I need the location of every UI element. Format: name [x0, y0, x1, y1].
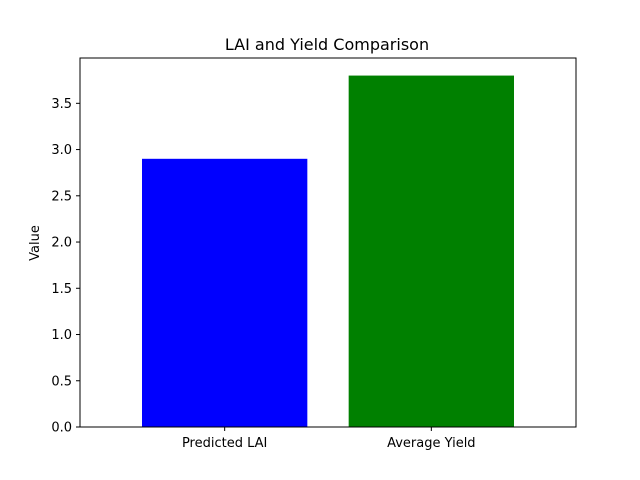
y-tick-label: 0.0 — [51, 421, 72, 436]
bar-average-yield — [348, 75, 514, 428]
y-tick-label: 1.5 — [51, 282, 72, 297]
y-tick-label: 0.5 — [51, 374, 72, 389]
x-tick-label: Predicted LAI — [182, 436, 267, 451]
x-axis-ticks: Predicted LAI Average Yield — [182, 427, 476, 451]
y-axis-ticks: 0.0 0.5 1.0 1.5 2.0 2.5 3.0 3.5 — [51, 97, 80, 436]
y-axis-label: Value — [28, 225, 43, 261]
y-tick-label: 1.0 — [51, 328, 72, 343]
y-tick-label: 2.0 — [51, 236, 72, 251]
y-tick-label: 3.0 — [51, 143, 72, 158]
plot-area-frame — [79, 57, 577, 428]
y-tick-label: 2.5 — [51, 189, 72, 204]
y-tick-label: 3.5 — [51, 97, 72, 112]
bars — [142, 75, 514, 428]
x-tick-label: Average Yield — [387, 436, 475, 451]
bar-predicted-lai — [142, 158, 308, 427]
chart-title: LAI and Yield Comparison — [225, 35, 429, 54]
